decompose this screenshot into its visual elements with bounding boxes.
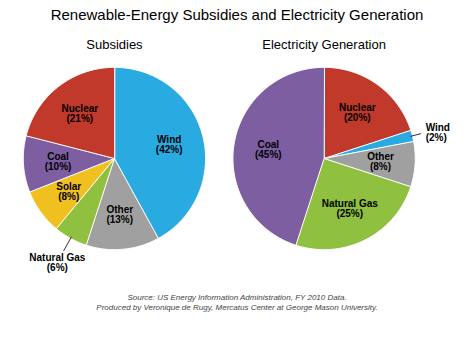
svg-text:Wind(42%): Wind(42%)	[156, 134, 183, 155]
svg-text:Nuclear(21%): Nuclear(21%)	[61, 103, 98, 124]
html-text:Renewable-Energy Subsidies and: Renewable-Energy Subsidies and Electrici…	[50, 6, 424, 23]
svg-text:Nuclear(20%): Nuclear(20%)	[339, 102, 376, 123]
svg-text:Natural Gas(25%): Natural Gas(25%)	[322, 198, 379, 219]
svg-text:Solar(8%): Solar(8%)	[56, 181, 81, 202]
svg-text:Other(13%): Other(13%)	[106, 204, 133, 225]
svg-text:Coal(45%): Coal(45%)	[255, 139, 282, 160]
svg-text:Natural Gas(6%): Natural Gas(6%)	[29, 252, 86, 273]
svg-text:Coal(10%): Coal(10%)	[45, 151, 72, 172]
svg-text:Electricity Generation: Electricity Generation	[262, 37, 386, 52]
html-text:Source: US Energy Information: Source: US Energy Information Administra…	[96, 293, 378, 312]
svg-text:Wind(2%): Wind(2%)	[426, 122, 450, 143]
svg-text:Other(8%): Other(8%)	[367, 151, 394, 172]
svg-text:Subsidies: Subsidies	[86, 37, 143, 52]
